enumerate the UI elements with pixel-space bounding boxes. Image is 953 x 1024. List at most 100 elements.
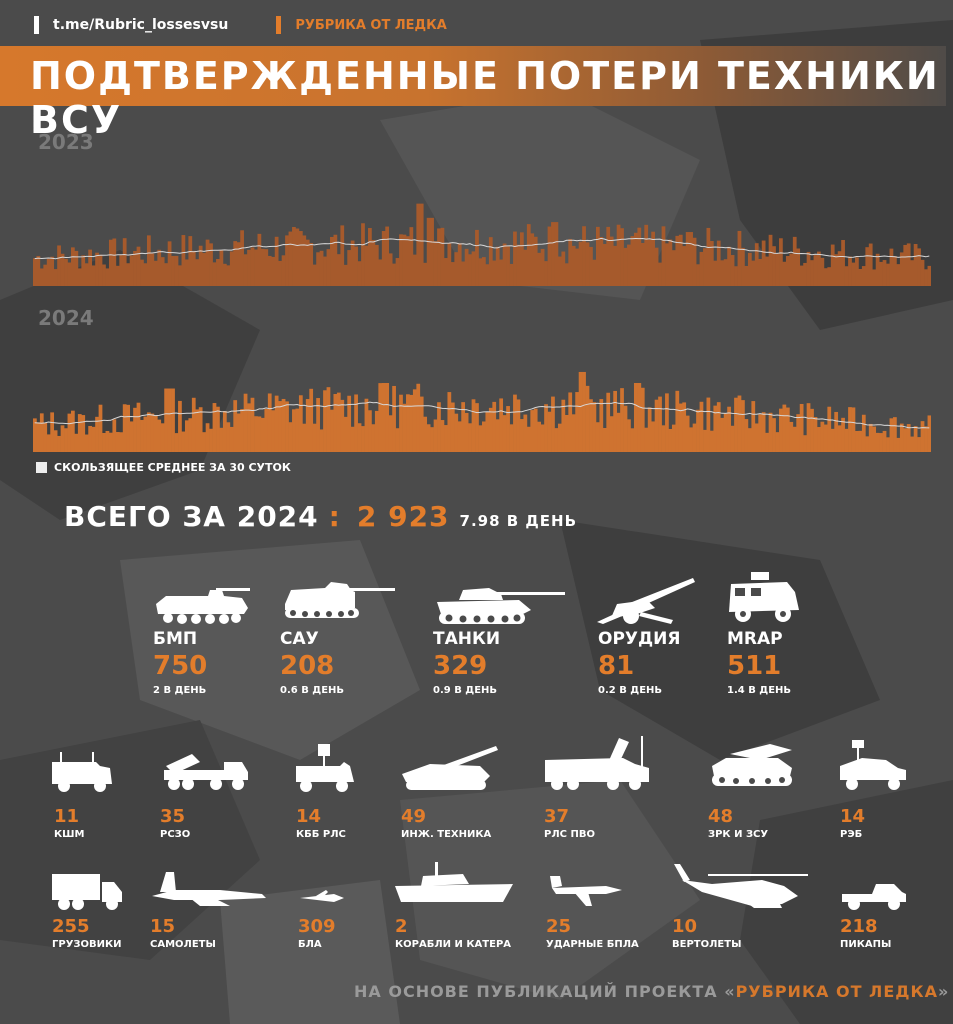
chart-2024-bar — [188, 418, 193, 452]
chart-2023-bar — [665, 243, 669, 286]
chart-2023-bar — [668, 239, 673, 286]
chart-2023-bar — [333, 234, 338, 286]
chart-2024-bar — [361, 426, 365, 452]
chart-2023-bar — [575, 248, 579, 286]
chart-2023-bar — [903, 244, 908, 286]
chart-2024-bar — [806, 403, 811, 452]
chart-2024-bar — [447, 392, 452, 452]
chart-2024-bar — [533, 408, 538, 452]
chart-2023-bar — [88, 249, 93, 286]
chart-2023-bar — [851, 262, 856, 286]
chart-2024-bar — [39, 413, 44, 452]
channel-link[interactable]: t.me/Rubric_lossesvsu — [53, 17, 229, 33]
major-item-sau: САУ 208 0.6 В ДЕНЬ — [280, 629, 344, 696]
chart-2023-bar — [257, 233, 262, 286]
footer-highlight[interactable]: РУБРИКА ОТ ЛЕДКА — [735, 982, 938, 1001]
chart-2024-bar — [482, 421, 486, 452]
chart-2024-bar — [703, 429, 707, 452]
minor-item-mlrs: 35 РСЗО — [160, 806, 190, 840]
engineering-vehicle-icon — [402, 746, 498, 790]
chart-2023-bar — [43, 264, 48, 286]
chart-2024-bar — [699, 401, 704, 452]
chart-2024-bar — [198, 407, 203, 452]
helicopter-icon — [674, 864, 808, 908]
chart-2023-bar — [585, 242, 590, 286]
chart-2024-bar — [64, 428, 68, 452]
chart-2024-bar — [112, 419, 117, 452]
chart-2024-bar — [751, 401, 756, 452]
chart-2023-bar — [741, 247, 745, 286]
chart-2024-bar — [357, 423, 362, 452]
chart-2023-bar — [730, 255, 735, 286]
chart-2024-title: 2024 — [38, 306, 94, 330]
chart-2023-bar — [157, 249, 162, 286]
chart-2024-bar — [285, 401, 289, 452]
chart-2023-bar — [312, 264, 317, 286]
major-item-bmp: БМП 750 2 В ДЕНЬ — [153, 629, 207, 696]
chart-2023-bar — [696, 264, 700, 286]
chart-2023-bar — [219, 250, 224, 286]
chart-2024-bar — [813, 417, 818, 452]
chart-2023-bar — [326, 249, 331, 286]
chart-2023-bar — [806, 251, 811, 286]
chart-2024-bar — [309, 388, 314, 452]
chart-2024-bar — [872, 426, 877, 452]
chart-2024-bar — [250, 397, 255, 452]
chart-2024-bar — [302, 423, 307, 452]
chart-2023-bar — [471, 251, 476, 286]
rubric-marker — [276, 16, 282, 34]
chart-2024-bar — [274, 395, 279, 452]
chart-2024-bar — [374, 410, 379, 452]
chart-2024-bar — [595, 422, 600, 452]
minor-item-kbb: 14 КББ РЛС — [296, 806, 346, 840]
chart-2024-bar — [33, 418, 37, 452]
chart-2023-bar — [875, 253, 880, 286]
chart-2024-bar — [233, 400, 238, 452]
chart-2023-bar — [229, 251, 234, 286]
major-value: 511 — [727, 651, 782, 681]
chart-2024-bar — [74, 433, 79, 452]
chart-2023-bar — [153, 260, 158, 286]
chart-2024-bar — [347, 395, 352, 452]
chart-2023-bar — [191, 250, 196, 286]
chart-2024-bar — [98, 404, 103, 452]
chart-2024-bar — [84, 434, 89, 452]
chart-2024-bar — [609, 416, 614, 452]
chart-2024-bar — [647, 407, 652, 452]
chart-2024-bar — [917, 437, 921, 452]
chart-2024-bar — [557, 423, 562, 452]
chart-2024-bar — [920, 421, 925, 452]
chart-2024-bar — [281, 398, 286, 452]
chart-2024-bar — [478, 425, 483, 452]
chart-2023-bar — [716, 240, 721, 286]
chart-2023-bar — [837, 251, 842, 286]
chart-2023-bar — [140, 259, 144, 286]
command-vehicle-icon — [52, 752, 112, 792]
major-rate: 2 В ДЕНЬ — [153, 685, 207, 696]
chart-2024-bar — [785, 407, 790, 452]
major-value: 208 — [280, 651, 335, 681]
chart-2024-bar — [406, 394, 410, 452]
chart-2024-bar — [682, 402, 687, 452]
channel-marker — [34, 16, 39, 34]
chart-2024-bar — [644, 427, 649, 452]
major-rate: 1.4 В ДЕНЬ — [727, 685, 792, 696]
chart-2023-bar — [260, 248, 265, 286]
chart-2023-bar — [281, 255, 286, 286]
chart-2023-bar — [240, 230, 244, 286]
chart-2023-bar — [433, 241, 438, 286]
chart-2024-bar — [464, 412, 469, 452]
chart-2024-bar — [108, 432, 113, 452]
minor-label: ВЕРТОЛЕТЫ — [672, 939, 742, 950]
chart-2024-bar — [226, 422, 231, 452]
chart-2023-bar — [506, 246, 510, 286]
chart-2024-bar — [77, 414, 82, 452]
chart-2023-bar — [236, 242, 241, 286]
chart-2024-bar — [468, 423, 472, 452]
chart-2023-bar — [551, 222, 555, 286]
chart-2024-bar — [737, 395, 742, 452]
chart-2024-bar — [564, 414, 569, 452]
minor-label: ГРУЗОВИКИ — [52, 939, 122, 950]
chart-2023-bar — [285, 235, 289, 286]
chart-2023-bar — [475, 229, 479, 286]
